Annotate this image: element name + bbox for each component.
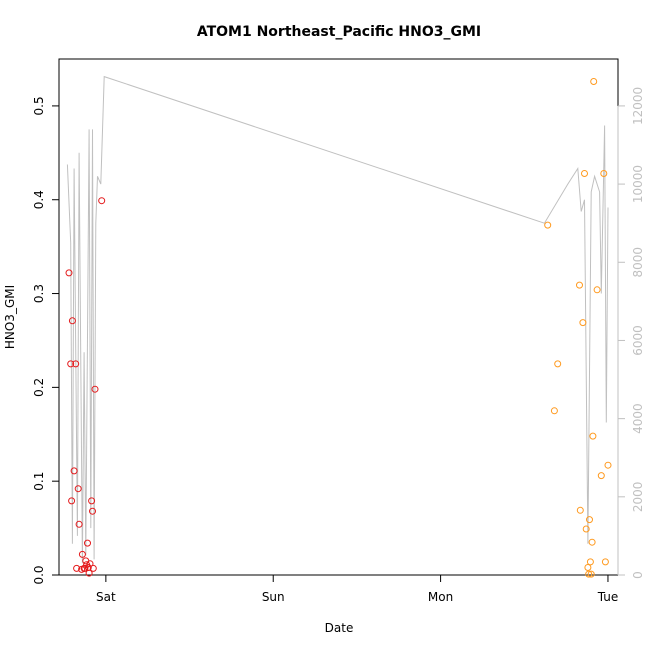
data-point-series-2 (576, 281, 583, 289)
x-tick-label: Mon (428, 590, 453, 604)
y-axis-right: 0 2000 4000 6000 8000 10000 12000 (617, 87, 645, 579)
data-point-series-1 (91, 385, 99, 393)
y2-tick-label: 2000 (631, 482, 645, 513)
data-point-series-2 (579, 319, 587, 327)
data-point-series-2 (586, 516, 593, 524)
data-point-series-2 (589, 432, 597, 440)
data-point-series-1 (88, 497, 96, 505)
chart-title: ATOM1 Northeast_Pacific HNO3_GMI (197, 24, 481, 40)
altitude-line (66, 75, 609, 564)
data-point-series-1 (85, 569, 93, 577)
data-point-series-1 (75, 520, 83, 528)
data-point-series-1 (89, 507, 96, 515)
data-point-series-2 (601, 558, 609, 566)
y-tick-label: 0.2 (32, 378, 46, 397)
points-layer (65, 78, 612, 578)
x-tick-label: Sat (96, 590, 116, 604)
data-point-series-1 (65, 269, 73, 277)
data-point-series-2 (588, 538, 596, 546)
data-point-series-2 (581, 170, 588, 177)
data-point-series-2 (590, 78, 598, 85)
data-point-series-1 (89, 564, 97, 572)
y-tick-label: 0.1 (32, 472, 46, 491)
y-tick-label: 0.4 (32, 190, 46, 209)
data-point-series-2 (593, 286, 601, 294)
data-point-series-1 (98, 197, 106, 205)
data-point-series-2 (576, 506, 584, 514)
data-point-series-2 (544, 221, 552, 229)
data-point-series-1 (78, 550, 86, 558)
data-point-series-1 (86, 560, 94, 568)
data-point-series-2 (600, 170, 608, 177)
y-axis-left: 0.0 0.1 0.2 0.3 0.4 0.5 (32, 96, 60, 585)
data-point-series-1 (70, 467, 78, 475)
data-point-series-1 (74, 485, 82, 493)
y2-tick-label: 10000 (631, 165, 645, 203)
x-axis-label: Date (325, 621, 354, 635)
data-point-series-2 (585, 570, 593, 578)
data-point-series-1 (73, 564, 81, 572)
x-axis: Sat Sun Mon Tue (96, 574, 619, 604)
data-point-series-2 (587, 570, 595, 578)
data-point-series-1 (81, 564, 89, 572)
data-point-series-2 (604, 461, 612, 469)
altitude-layer (66, 75, 609, 564)
data-point-series-2 (586, 558, 594, 566)
y2-tick-label: 6000 (631, 325, 645, 356)
data-point-series-2 (582, 525, 590, 533)
y-tick-label: 0.3 (32, 284, 46, 303)
y2-tick-label: 12000 (631, 87, 645, 125)
y2-tick-label: 8000 (631, 247, 645, 278)
y-axis-label: HNO3_GMI (3, 285, 17, 349)
y-tick-label: 0.5 (32, 96, 46, 115)
data-point-series-1 (72, 360, 80, 368)
data-point-series-1 (67, 360, 75, 368)
data-point-series-2 (554, 360, 562, 368)
x-tick-label: Sun (262, 590, 285, 604)
data-point-series-2 (584, 564, 592, 571)
data-point-series-1 (68, 317, 76, 325)
data-point-series-1 (84, 539, 91, 547)
data-point-series-2 (550, 407, 558, 415)
data-point-series-1 (68, 497, 76, 505)
y2-tick-label: 4000 (631, 403, 645, 434)
data-point-series-2 (597, 472, 605, 480)
y2-tick-label: 0 (631, 571, 645, 579)
x-tick-label: Tue (597, 590, 619, 604)
y-tick-label: 0.0 (32, 565, 46, 584)
